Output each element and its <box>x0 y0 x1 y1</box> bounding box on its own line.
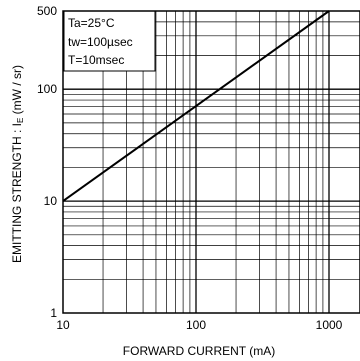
plot-frame <box>62 10 360 314</box>
y-tick-label: 1 <box>50 306 57 320</box>
y-tick-label: 500 <box>37 4 57 18</box>
condition-ta: Ta=25°C <box>68 16 115 30</box>
x-tick-label: 100 <box>186 318 206 332</box>
condition-period: T=10msec <box>68 53 124 67</box>
y-tick-labels: 1 10 100 500 <box>37 4 57 320</box>
grid-major <box>63 11 360 313</box>
y-axis-label: EMITTING STRENGTH : IE (mW / sr) <box>10 65 25 263</box>
x-axis-label: FORWARD CURRENT (mA) <box>123 344 275 358</box>
series-group <box>62 10 330 202</box>
y-tick-label: 100 <box>37 82 57 96</box>
x-tick-label: 1000 <box>316 318 343 332</box>
y-axis-label-unit: (mW / sr) <box>10 65 24 118</box>
x-tick-labels: 10 100 1000 <box>56 318 342 332</box>
x-tick-label: 10 <box>56 318 70 332</box>
conditions-box <box>63 10 156 72</box>
series-line-0 <box>62 10 330 202</box>
y-tick-label: 10 <box>44 194 58 208</box>
y-axis-label-main: EMITTING STRENGTH : I <box>10 123 24 263</box>
condition-tw: tw=100µsec <box>68 35 133 49</box>
y-axis-label-subscript: E <box>16 118 25 123</box>
